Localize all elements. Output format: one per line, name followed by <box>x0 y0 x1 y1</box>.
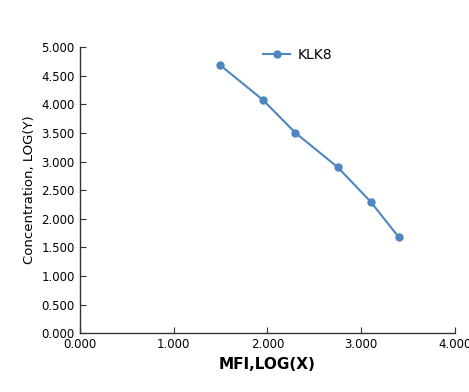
KLK8 <box>218 63 223 68</box>
Legend: KLK8: KLK8 <box>257 43 338 68</box>
KLK8 <box>335 165 340 170</box>
X-axis label: MFI,LOG(X): MFI,LOG(X) <box>219 357 316 372</box>
Line: KLK8: KLK8 <box>217 62 402 241</box>
Y-axis label: Concentration, LOG(Y): Concentration, LOG(Y) <box>23 116 36 265</box>
KLK8 <box>260 97 265 102</box>
KLK8 <box>293 131 298 135</box>
KLK8 <box>368 199 373 204</box>
KLK8 <box>396 235 401 240</box>
